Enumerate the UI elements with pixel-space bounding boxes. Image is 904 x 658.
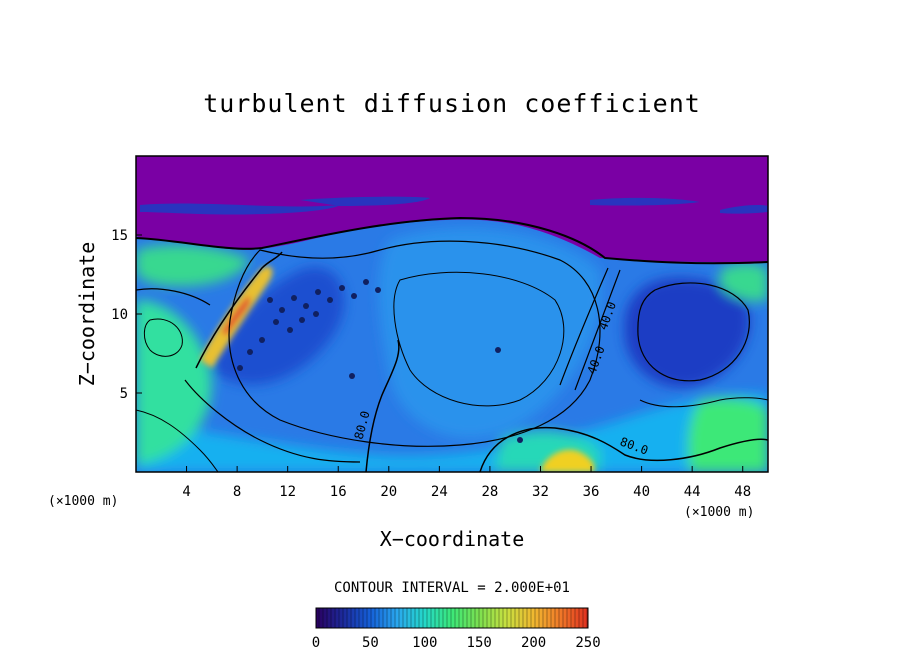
y-axis-ticks: 5 10 15 (111, 228, 142, 402)
contour-line (574, 269, 621, 391)
field-blob (349, 373, 355, 379)
contour-line (559, 267, 609, 386)
contour-line (136, 409, 219, 472)
contour-line (184, 379, 361, 463)
contour-line (136, 216, 768, 265)
field-blob (279, 307, 285, 313)
colorbar-tick-label: 250 (575, 635, 600, 651)
field-blob (303, 303, 309, 309)
x-tick-label: 36 (583, 484, 600, 500)
colorbar-hatching (318, 608, 588, 628)
field-upper-streak (590, 197, 700, 206)
colorbar-tick-label: 50 (362, 635, 379, 651)
x-tick-label: 8 (233, 484, 241, 500)
field-upper-streak (140, 203, 340, 215)
field-blob (237, 365, 243, 371)
y-tick-label: 5 (120, 386, 128, 402)
x-tick-label: 28 (481, 484, 498, 500)
contour-line (143, 318, 183, 357)
x-tick-label: 48 (734, 484, 751, 500)
field-mid-region-lower (136, 393, 768, 472)
x-tick-label: 20 (380, 484, 397, 500)
field-blob (313, 311, 319, 317)
y-tick-label: 15 (111, 228, 128, 244)
contour-line (637, 282, 750, 382)
x-tick-label: 32 (532, 484, 549, 500)
contour-interval-text: CONTOUR INTERVAL = 2.000E+01 (334, 580, 570, 596)
x-unit-left: (×1000 m) (48, 494, 118, 509)
field-blob (299, 317, 305, 323)
colorbar-ticks: 0 50 100 150 200 250 (312, 635, 601, 651)
x-unit-right: (×1000 m) (684, 505, 754, 520)
contour-lines (136, 216, 768, 472)
x-axis-ticks: 4 8 12 16 20 24 28 32 36 40 44 48 (182, 466, 751, 500)
field-blob (339, 285, 345, 291)
x-tick-label: 12 (279, 484, 296, 500)
field-mid-region-center (378, 227, 602, 439)
contour-line (228, 240, 601, 447)
x-tick-label: 4 (182, 484, 190, 500)
field-blob (351, 293, 357, 299)
contour-line (195, 251, 283, 369)
colorbar-tick-label: 200 (521, 635, 546, 651)
field-low-region-right (624, 277, 750, 388)
colorbar-gradient (316, 608, 588, 628)
contour-line (639, 397, 768, 408)
colorbar-tick-label: 100 (412, 635, 437, 651)
colorbar: 0 50 100 150 200 250 (312, 607, 601, 651)
field-upper-streak (720, 205, 768, 214)
colorbar-frame (315, 607, 589, 629)
contour-line (393, 271, 565, 407)
heatmap-field (136, 156, 768, 472)
field-low-region-left (210, 267, 345, 385)
y-axis-label: Z−coordinate (75, 242, 99, 387)
field-blob (273, 319, 279, 325)
field-high-region-right (688, 398, 768, 472)
colorbar-tick-label: 150 (467, 635, 492, 651)
x-axis-label: X−coordinate (380, 527, 525, 551)
colorbar-tick-label: 0 (312, 635, 320, 651)
x-tick-label: 24 (431, 484, 448, 500)
field-blob (267, 297, 273, 303)
field-veryhigh-peak-bottom (540, 449, 595, 472)
field-upper-streaks (140, 196, 768, 215)
field-blob (517, 437, 523, 443)
field-blob (495, 347, 501, 353)
field-high-band-left-top (136, 244, 250, 287)
contour-line (136, 288, 211, 306)
contour-line (365, 339, 400, 472)
field-turbulent-blobs (237, 279, 523, 443)
field-blob (375, 287, 381, 293)
field-blob (287, 327, 293, 333)
field-blob (327, 297, 333, 303)
x-tick-label: 16 (330, 484, 347, 500)
field-blob (291, 295, 297, 301)
field-blob (363, 279, 369, 285)
y-tick-label: 10 (111, 307, 128, 323)
x-tick-label: 40 (633, 484, 650, 500)
chart-title: turbulent diffusion coefficient (203, 89, 701, 118)
field-blob (259, 337, 265, 343)
field-blob (247, 349, 253, 355)
field-high-band-right-top (720, 263, 768, 302)
field-upper-region (136, 156, 768, 264)
x-tick-label: 44 (684, 484, 701, 500)
contour-line (479, 426, 768, 472)
field-high-region-left (136, 300, 212, 465)
field-blob (315, 289, 321, 295)
field-upper-streak (300, 196, 430, 206)
